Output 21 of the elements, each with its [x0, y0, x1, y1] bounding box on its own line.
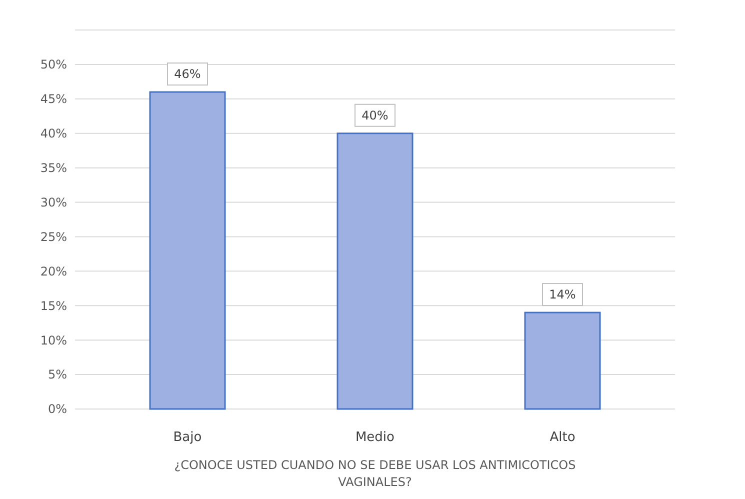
- y-tick-label: 20%: [40, 264, 67, 278]
- data-label: 46%: [174, 67, 201, 82]
- y-tick-label: 5%: [48, 368, 67, 382]
- y-tick-label: 40%: [40, 126, 67, 141]
- y-tick-label: 15%: [40, 298, 67, 313]
- bar: [149, 91, 226, 410]
- x-tick-label: Bajo: [173, 430, 202, 445]
- data-label: 14%: [549, 288, 576, 302]
- y-tick-label: 0%: [48, 402, 67, 416]
- x-tick-label: Alto: [550, 430, 576, 445]
- x-axis-title: ¿CONOCE USTED CUANDO NO SE DEBE USAR LOS ANTIMICOTICOS VAGINALES?: [174, 458, 576, 489]
- bar: [524, 312, 601, 410]
- y-tick-label: 35%: [40, 161, 67, 176]
- data-label: 40%: [362, 108, 388, 123]
- y-tick-label: 25%: [40, 230, 67, 244]
- y-tick-label: 50%: [40, 58, 67, 72]
- y-tick-label: 30%: [40, 195, 67, 210]
- bar: [336, 132, 414, 410]
- y-tick-label: 10%: [40, 333, 67, 348]
- y-tick-label: 45%: [40, 92, 67, 106]
- x-tick-label: Medio: [355, 430, 395, 445]
